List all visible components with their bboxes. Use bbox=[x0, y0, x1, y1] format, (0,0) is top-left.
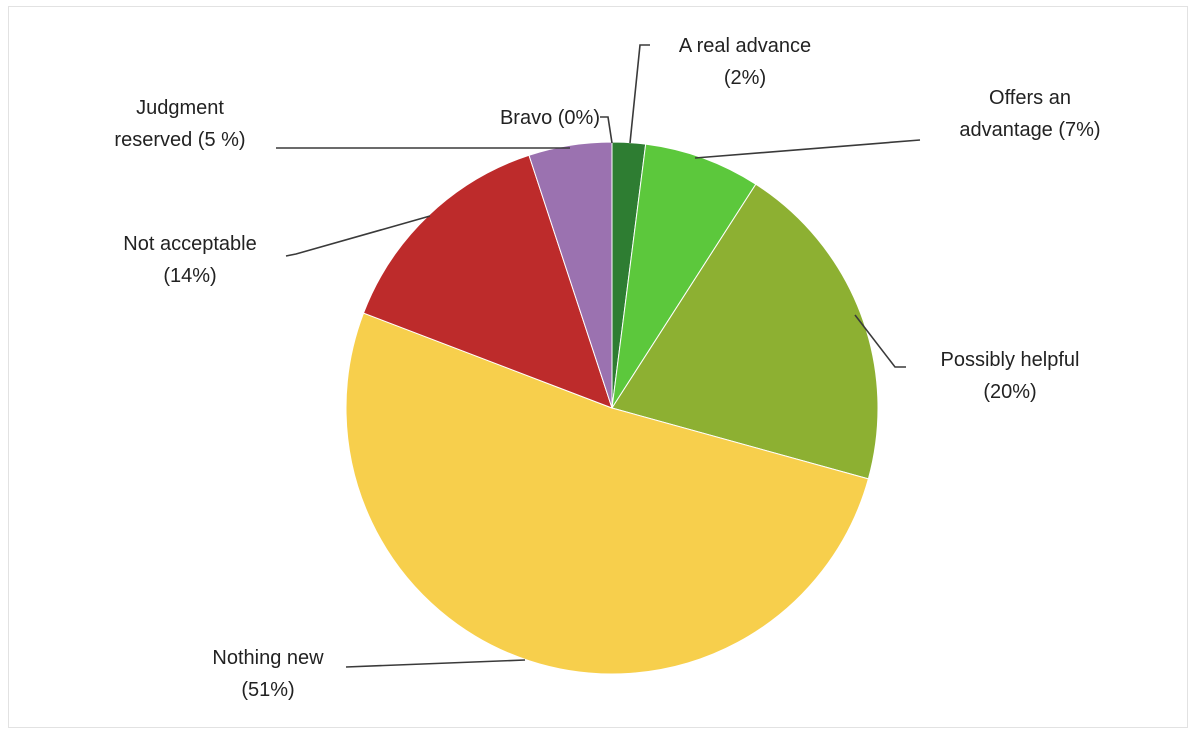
leader-line-bravo bbox=[600, 116, 613, 144]
slice-label-possibly-helpful: Possibly helpful (20%) bbox=[941, 349, 1080, 403]
pie-slice-not-acceptable bbox=[362, 154, 613, 409]
leader-line-nothing-new bbox=[345, 659, 526, 668]
leader-line-offers-an-advantage bbox=[694, 139, 921, 159]
slice-label-nothing-new: Nothing new (51%) bbox=[212, 647, 324, 701]
leader-line-possibly-helpful bbox=[854, 314, 906, 368]
slice-label-bravo: Bravo (0%) bbox=[500, 107, 600, 129]
slice-label-a-real-advance: A real advance (2%) bbox=[679, 35, 811, 89]
pie-slices bbox=[345, 141, 879, 675]
pie-slice-possibly-helpful bbox=[611, 183, 879, 480]
slice-labels: Bravo (0%) A real advance (2%) Offers an adv… bbox=[114, 35, 1100, 701]
leader-line-a-real-advance bbox=[629, 44, 650, 144]
slice-label-offers-an-advantage: Offers an advantage (7%) bbox=[959, 87, 1100, 141]
pie-slice-nothing-new bbox=[345, 312, 869, 675]
leader-lines bbox=[276, 44, 921, 668]
leader-line-not-acceptable bbox=[285, 215, 431, 257]
slice-label-not-acceptable: Not acceptable (14%) bbox=[123, 233, 256, 287]
slice-label-judgment-reserved: Judgment reserved (5 %) bbox=[114, 97, 245, 151]
